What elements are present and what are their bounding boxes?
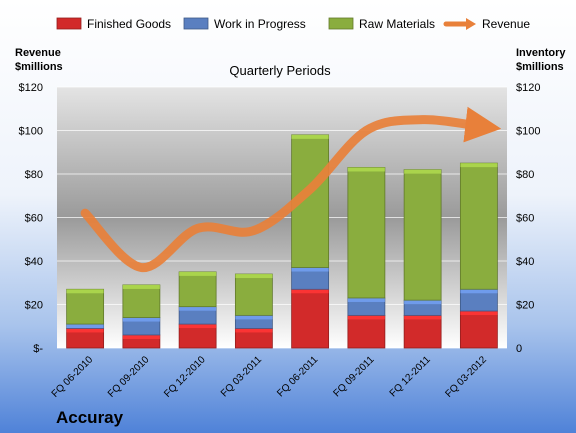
right-tick-label: $120 (516, 82, 540, 94)
left-tick-label: $- (33, 343, 43, 355)
left-axis-ticks: $- $20 $40 $60 $80 $100 $120 (19, 82, 44, 355)
bar-finished-goods (347, 314, 386, 349)
legend: Finished Goods Work in Progress Raw Materi… (56, 17, 530, 31)
company-name: Accuray (56, 408, 124, 427)
bar-work-in-progress (122, 317, 161, 336)
left-tick-label: $40 (25, 256, 43, 268)
bar-work-in-progress (234, 314, 273, 329)
revenue-line-path (80, 106, 502, 273)
right-axis-ticks: 0 $20 $40 $60 $80 $100 $120 (516, 82, 540, 355)
bar-finished-goods (178, 323, 217, 349)
legend-swatch (183, 17, 209, 30)
right-tick-label: $100 (516, 126, 540, 138)
left-axis-title-line2: $millions (15, 61, 63, 73)
bar-raw-materials (178, 271, 217, 308)
bar-raw-materials (403, 169, 442, 301)
legend-swatch-arrow (466, 18, 476, 30)
legend-label: Revenue (482, 17, 530, 31)
left-tick-label: $120 (19, 82, 43, 94)
chart-subtitle: Quarterly Periods (229, 63, 331, 78)
revenue-line (80, 106, 502, 273)
left-tick-label: $60 (25, 213, 43, 225)
left-tick-label: $100 (19, 126, 43, 138)
legend-swatch (328, 17, 354, 30)
right-tick-label: $80 (516, 169, 534, 181)
right-axis-title-line1: Inventory (516, 47, 566, 59)
bar-finished-goods (66, 328, 105, 349)
bar-raw-materials (66, 288, 105, 325)
bars (66, 134, 498, 349)
legend-label: Finished Goods (87, 17, 171, 31)
bar-work-in-progress (66, 323, 105, 329)
right-tick-label: $20 (516, 300, 534, 312)
bar-finished-goods (291, 288, 330, 349)
legend-item-revenue: Revenue (443, 17, 530, 31)
legend-item-finished-goods: Finished Goods (56, 17, 171, 31)
right-axis-title-line2: $millions (516, 61, 564, 73)
legend-label: Raw Materials (359, 17, 435, 31)
bar-work-in-progress (459, 288, 498, 312)
bar-finished-goods (403, 314, 442, 349)
bar-work-in-progress (347, 297, 386, 316)
legend-item-raw-materials: Raw Materials (328, 17, 435, 31)
bar-finished-goods (122, 334, 161, 349)
right-tick-label: $40 (516, 256, 534, 268)
bar-finished-goods (459, 310, 498, 349)
legend-swatch (56, 17, 82, 30)
legend-item-work-in-progress: Work in Progress (183, 17, 306, 31)
right-tick-label: $60 (516, 213, 534, 225)
bar-finished-goods (234, 328, 273, 349)
left-axis-title-line1: Revenue (15, 47, 61, 59)
bar-work-in-progress (403, 299, 442, 316)
bar-raw-materials (347, 167, 386, 299)
right-tick-label: 0 (516, 343, 522, 355)
bar-raw-materials (122, 284, 161, 318)
bar-work-in-progress (178, 306, 217, 325)
bar-raw-materials (234, 273, 273, 316)
bar-work-in-progress (291, 267, 330, 290)
left-tick-label: $20 (25, 300, 43, 312)
left-tick-label: $80 (25, 169, 43, 181)
legend-label: Work in Progress (214, 17, 306, 31)
bar-raw-materials (459, 162, 498, 290)
